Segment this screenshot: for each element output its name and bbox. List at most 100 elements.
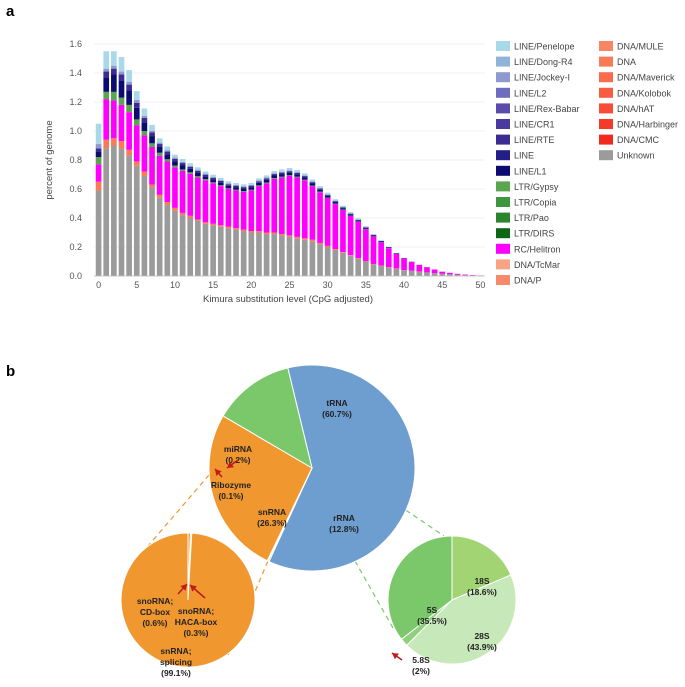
pie-slice: [387, 535, 453, 640]
bar-segment: [271, 178, 278, 179]
connector-line: [147, 467, 216, 547]
bar-segment: [416, 271, 423, 276]
bar-segment: [248, 232, 255, 276]
bar-segment: [164, 161, 171, 203]
legend-item: DNA: [617, 57, 636, 67]
bar-segment: [141, 122, 148, 131]
y-axis-title: percent of genome: [44, 120, 55, 199]
y-tick-label: 1.2: [69, 97, 82, 107]
bar-segment: [217, 225, 224, 227]
bar-segment: [271, 233, 278, 276]
legend-swatch: [496, 197, 510, 207]
pie-slice: [120, 532, 256, 668]
label-snrna-splicing: snRNA; splicing (99.1%): [160, 646, 192, 678]
bar-segment: [286, 175, 293, 236]
legend-item: DNA/Maverick: [617, 73, 675, 83]
legend-swatch: [496, 119, 510, 129]
bar-segment: [126, 104, 132, 113]
bar-segment: [225, 188, 232, 189]
bar-segment: [317, 187, 323, 189]
bar-segment: [179, 169, 186, 171]
bar-segment: [431, 269, 438, 274]
bar-segment: [179, 215, 186, 276]
legend-swatch: [496, 181, 510, 192]
bar-segment: [324, 194, 331, 195]
x-tick-label: 40: [399, 280, 409, 290]
bar-segment: [118, 71, 125, 75]
bar-segment: [301, 179, 308, 181]
bar-segment: [324, 194, 331, 196]
bar-segment: [95, 190, 102, 276]
bar-segment: [248, 187, 255, 190]
bar-segment: [248, 182, 255, 185]
bar-segment: [202, 176, 209, 180]
pie-slice: [208, 415, 313, 562]
bar-segment: [149, 187, 155, 276]
legend-item: DNA/MULE: [617, 42, 664, 52]
bar-segment: [103, 148, 110, 276]
bar-segment: [347, 255, 354, 276]
x-axis-title: Kimura substitution level (CpG adjusted): [203, 294, 373, 305]
bar-segment: [324, 247, 331, 276]
legend-item: LINE/CR1: [514, 120, 555, 130]
bar-segment: [133, 119, 140, 126]
bar-segment: [294, 236, 300, 239]
bar-segment: [431, 273, 438, 276]
y-tick-label: 0.6: [69, 184, 82, 194]
bar-segment: [286, 167, 293, 171]
bar-segment: [172, 161, 178, 166]
bar-segment: [309, 186, 316, 240]
pie-labels: tRNA (60.7%) miRNA (0.2%) Ribozyme (0.1%) snRN…: [137, 398, 497, 678]
bar-segment: [179, 161, 186, 164]
bar-segment: [156, 146, 163, 153]
bar-segment: [332, 249, 339, 250]
bar-segment: [156, 138, 163, 143]
bar-segment: [225, 189, 232, 227]
bar-segment: [355, 221, 362, 259]
bar-segment: [179, 163, 186, 166]
bar-segment: [172, 207, 178, 211]
bar-segment: [187, 173, 194, 216]
bar-segment: [271, 178, 278, 233]
bar-segment: [202, 223, 209, 276]
bar-segment: [149, 143, 155, 147]
bar-segment: [317, 189, 323, 192]
bar-segment: [133, 165, 140, 276]
panel-label-a: a: [6, 3, 15, 20]
pie-arrows: [177, 459, 403, 661]
bar-segment: [393, 253, 400, 269]
legend-swatch: [599, 72, 613, 83]
bar-segment: [195, 167, 201, 170]
bar-segment: [424, 272, 430, 276]
label-snrna: snRNA (26.3%): [257, 507, 287, 528]
bar-segment: [141, 131, 148, 136]
label-rrna: rRNA (12.8%): [329, 513, 359, 534]
x-tick-label: 5: [134, 280, 139, 290]
bar-segment: [256, 186, 262, 232]
arrowhead: [180, 584, 187, 591]
legend-item: LINE: [514, 151, 534, 161]
bar-segment: [225, 228, 232, 276]
pie-slice: [406, 574, 517, 665]
bar-segment: [332, 204, 339, 250]
bar-segment: [340, 210, 346, 253]
bar-segment: [454, 274, 461, 276]
bar-segment: [126, 90, 132, 105]
bar-segment: [332, 199, 339, 201]
bar-segment: [233, 189, 239, 191]
label-28s: 28S (43.9%): [467, 631, 497, 652]
bar-segment: [286, 170, 293, 172]
bar-segment: [111, 65, 117, 69]
bar-segment: [156, 155, 163, 195]
bar-segment: [149, 132, 155, 137]
bar-segment: [332, 200, 339, 202]
x-tick-label: 15: [208, 280, 218, 290]
bar-segment: [164, 146, 171, 151]
bar-segment: [133, 91, 140, 100]
bar-segment: [179, 212, 186, 216]
bar-segment: [111, 145, 117, 276]
bar-segment: [233, 184, 239, 186]
bar-segment: [95, 181, 102, 191]
arrowhead: [190, 585, 197, 592]
